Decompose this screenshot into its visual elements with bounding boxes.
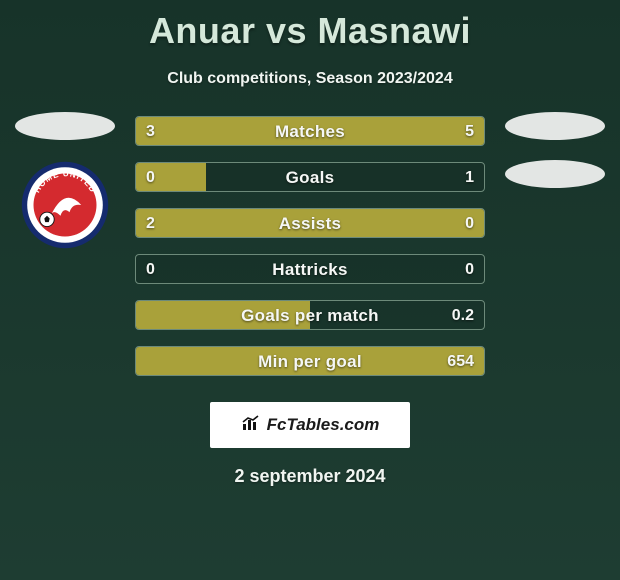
stat-label: Goals per match	[136, 301, 484, 329]
left-player-column: HOME UNITED	[10, 112, 120, 250]
stat-value-right: 654	[447, 347, 474, 375]
date-text: 2 september 2024	[0, 466, 620, 487]
stat-row: 0Goals1	[135, 162, 485, 192]
stat-value-right: 5	[465, 117, 474, 145]
stat-value-right: 0	[465, 209, 474, 237]
stat-bars: 3Matches50Goals12Assists00Hattricks0Goal…	[135, 116, 485, 392]
stat-value-right: 1	[465, 163, 474, 191]
stat-label: Matches	[136, 117, 484, 145]
footer-brand-text: FcTables.com	[267, 415, 380, 435]
stat-row: Min per goal654	[135, 346, 485, 376]
stat-label: Goals	[136, 163, 484, 191]
stat-row: 3Matches5	[135, 116, 485, 146]
chart-icon	[241, 414, 263, 437]
page-title: Anuar vs Masnawi	[0, 0, 620, 52]
stat-row: Goals per match0.2	[135, 300, 485, 330]
stat-value-right: 0	[465, 255, 474, 283]
page-subtitle: Club competitions, Season 2023/2024	[0, 70, 620, 88]
stat-row: 0Hattricks0	[135, 254, 485, 284]
stat-row: 2Assists0	[135, 208, 485, 238]
footer-brand-badge: FcTables.com	[210, 402, 410, 448]
stat-label: Assists	[136, 209, 484, 237]
stat-label: Min per goal	[136, 347, 484, 375]
right-player-photo-placeholder	[505, 112, 605, 140]
stat-label: Hattricks	[136, 255, 484, 283]
left-player-club-badge: HOME UNITED	[20, 160, 110, 250]
left-player-photo-placeholder	[15, 112, 115, 140]
stat-value-right: 0.2	[452, 301, 474, 329]
right-player-column	[500, 112, 610, 208]
comparison-content: HOME UNITED 3Matches50Goals12Assists00Ha…	[0, 116, 620, 396]
right-player-club-badge-placeholder	[505, 160, 605, 188]
